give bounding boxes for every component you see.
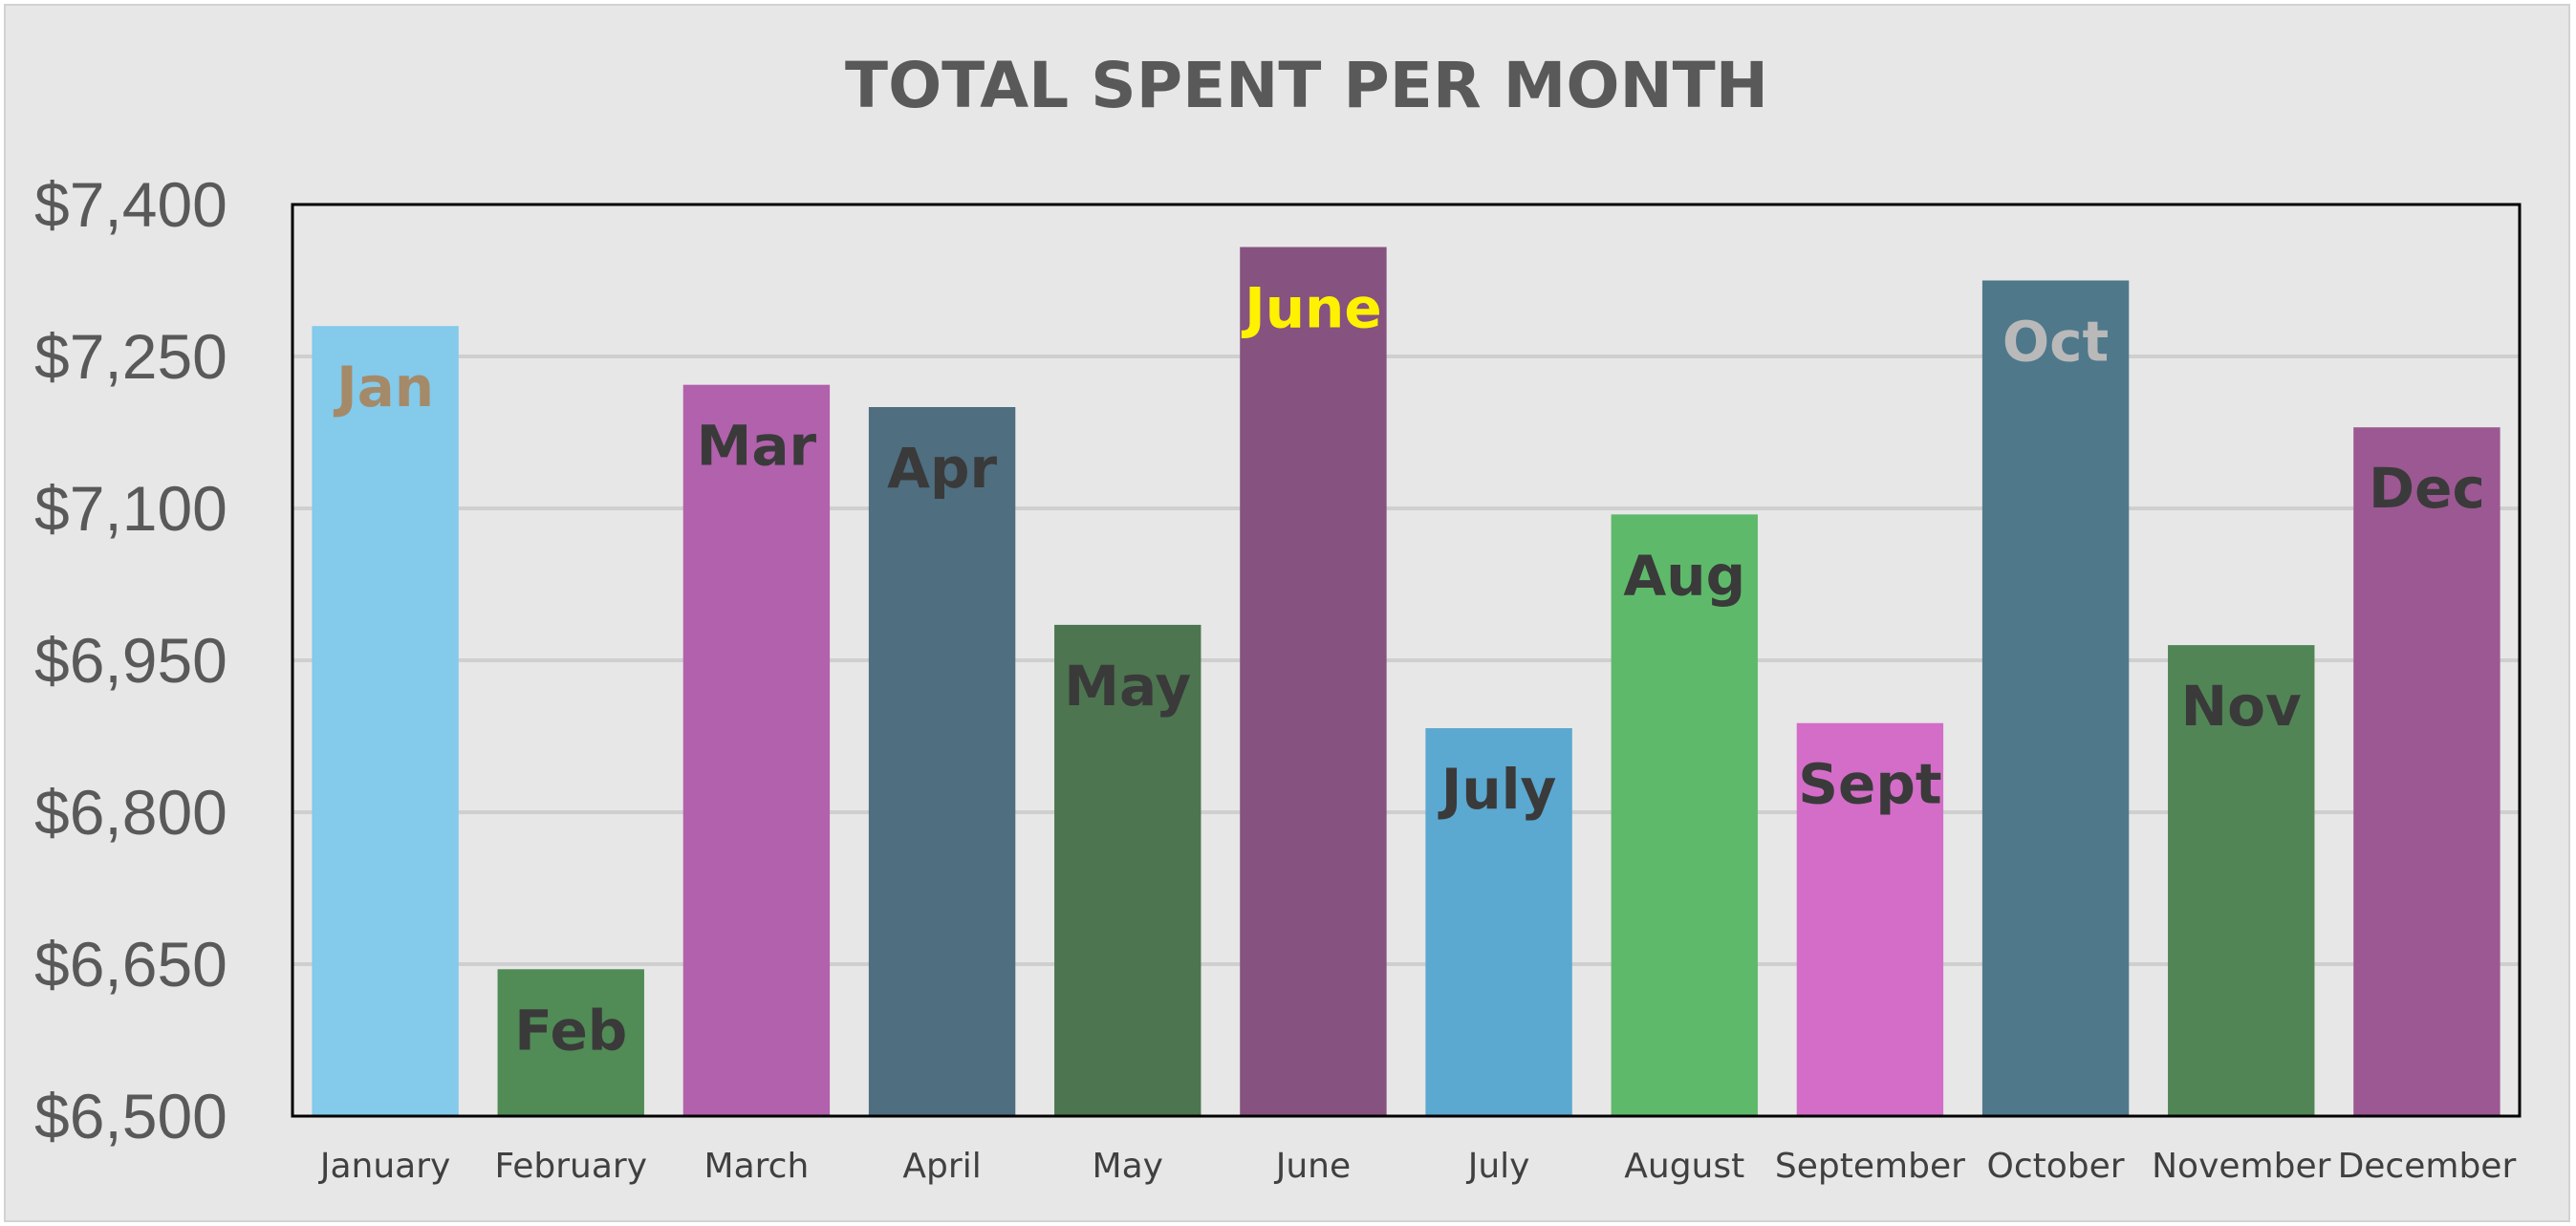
bar-july	[1425, 728, 1572, 1116]
y-tick-label: $7,250	[34, 321, 227, 392]
data-label-november: Nov	[2181, 674, 2302, 739]
data-label-april: Apr	[887, 436, 997, 501]
bar-june	[1240, 247, 1387, 1116]
x-axis-ticks: January February March April May June July Augu…	[318, 1147, 2517, 1186]
y-tick-label: $6,950	[34, 625, 227, 696]
data-label-december: Dec	[2369, 456, 2485, 521]
x-tick-label: July	[1466, 1147, 1530, 1186]
x-tick-label: January	[318, 1147, 450, 1186]
bar-february	[497, 969, 644, 1116]
data-label-july: July	[1438, 757, 1557, 822]
x-tick-label: August	[1624, 1147, 1744, 1186]
plot-border	[291, 203, 2522, 1118]
x-tick-label: September	[1775, 1147, 1965, 1186]
x-tick-label: April	[902, 1147, 981, 1186]
x-tick-label: February	[494, 1147, 647, 1186]
x-tick-label: May	[1093, 1147, 1163, 1186]
bar-march	[682, 384, 831, 1116]
bar-october	[1981, 280, 2130, 1116]
x-tick-label: March	[704, 1147, 810, 1186]
bar-december	[2353, 427, 2500, 1116]
bar-september	[1796, 722, 1944, 1116]
bar-may	[1054, 624, 1201, 1116]
data-label-january: Jan	[333, 355, 434, 419]
data-label-may: May	[1064, 654, 1191, 719]
y-tick-label: $6,650	[34, 929, 227, 1000]
data-label-october: Oct	[2002, 310, 2109, 375]
x-tick-label: November	[2152, 1147, 2330, 1186]
bar-november	[2168, 645, 2315, 1116]
x-tick-label: October	[1987, 1147, 2125, 1186]
bar-april	[868, 407, 1016, 1116]
x-tick-label: December	[2338, 1147, 2517, 1186]
data-label-september: Sept	[1798, 752, 1941, 817]
bar-august	[1611, 514, 1758, 1116]
data-label-march: Mar	[697, 414, 817, 479]
data-label-june: June	[1241, 276, 1382, 341]
bars: Jan Feb Mar Apr May June July Aug Sept Oct Nov Dec	[312, 247, 2500, 1116]
data-label-august: Aug	[1623, 543, 1745, 608]
gridlines	[292, 355, 2520, 966]
y-tick-label: $6,800	[34, 777, 227, 848]
data-label-february: Feb	[514, 998, 627, 1063]
chart-title: TOTAL SPENT PER MONTH	[845, 49, 1768, 122]
x-tick-label: June	[1274, 1147, 1351, 1186]
y-tick-label: $7,100	[34, 473, 227, 544]
y-tick-label: $6,500	[34, 1081, 227, 1151]
y-tick-label: $7,400	[34, 169, 227, 240]
bar-january	[312, 326, 459, 1116]
y-axis-ticks: $6,500 $6,650 $6,800 $6,950 $7,100 $7,250 $7,4…	[34, 169, 227, 1151]
